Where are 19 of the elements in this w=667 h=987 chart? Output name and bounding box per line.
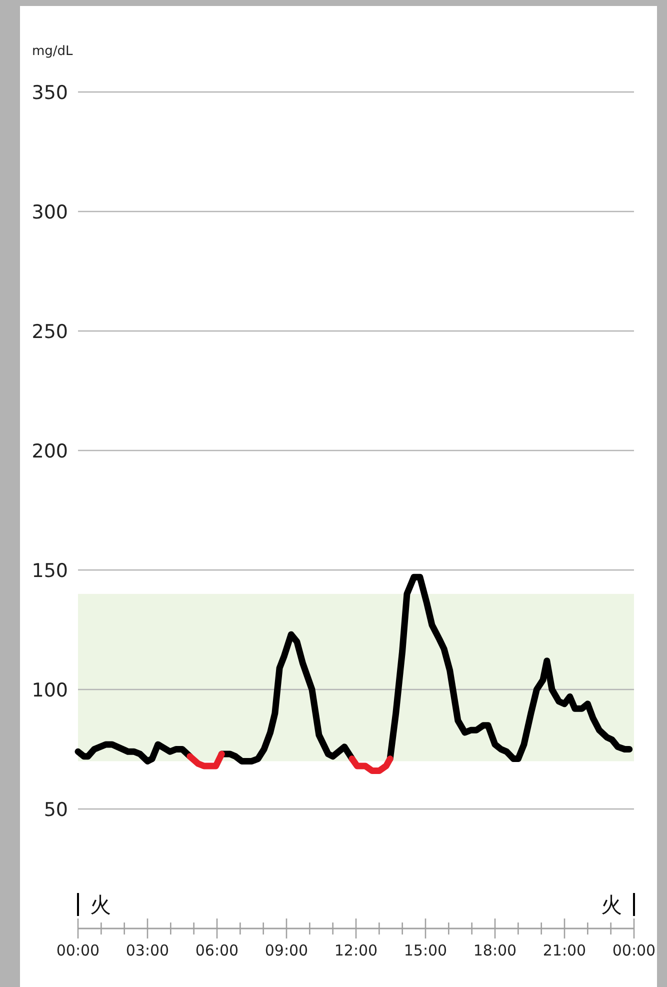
x-tick-label: 00:00: [56, 942, 100, 960]
x-tick-label: 09:00: [264, 942, 308, 960]
x-tick-label: 15:00: [404, 942, 448, 960]
x-tick-label: 21:00: [542, 942, 586, 960]
y-tick-label: 200: [32, 440, 68, 462]
y-tick-label: 50: [44, 799, 68, 821]
x-tick-label: 18:00: [473, 942, 517, 960]
y-tick-label: 150: [32, 560, 68, 582]
x-tick-label: 00:00: [612, 942, 656, 960]
annotation: 火: [90, 893, 111, 917]
annotation: 火: [601, 893, 622, 917]
y-tick-label: 300: [32, 202, 68, 224]
y-tick-label: 100: [32, 680, 68, 702]
y-axis-title: mg/dL: [32, 44, 74, 59]
x-tick-label: 12:00: [334, 942, 378, 960]
y-tick-label: 250: [32, 321, 68, 343]
x-tick-label: 03:00: [126, 942, 170, 960]
y-tick-label: 350: [32, 82, 68, 104]
x-tick-label: 06:00: [195, 942, 239, 960]
